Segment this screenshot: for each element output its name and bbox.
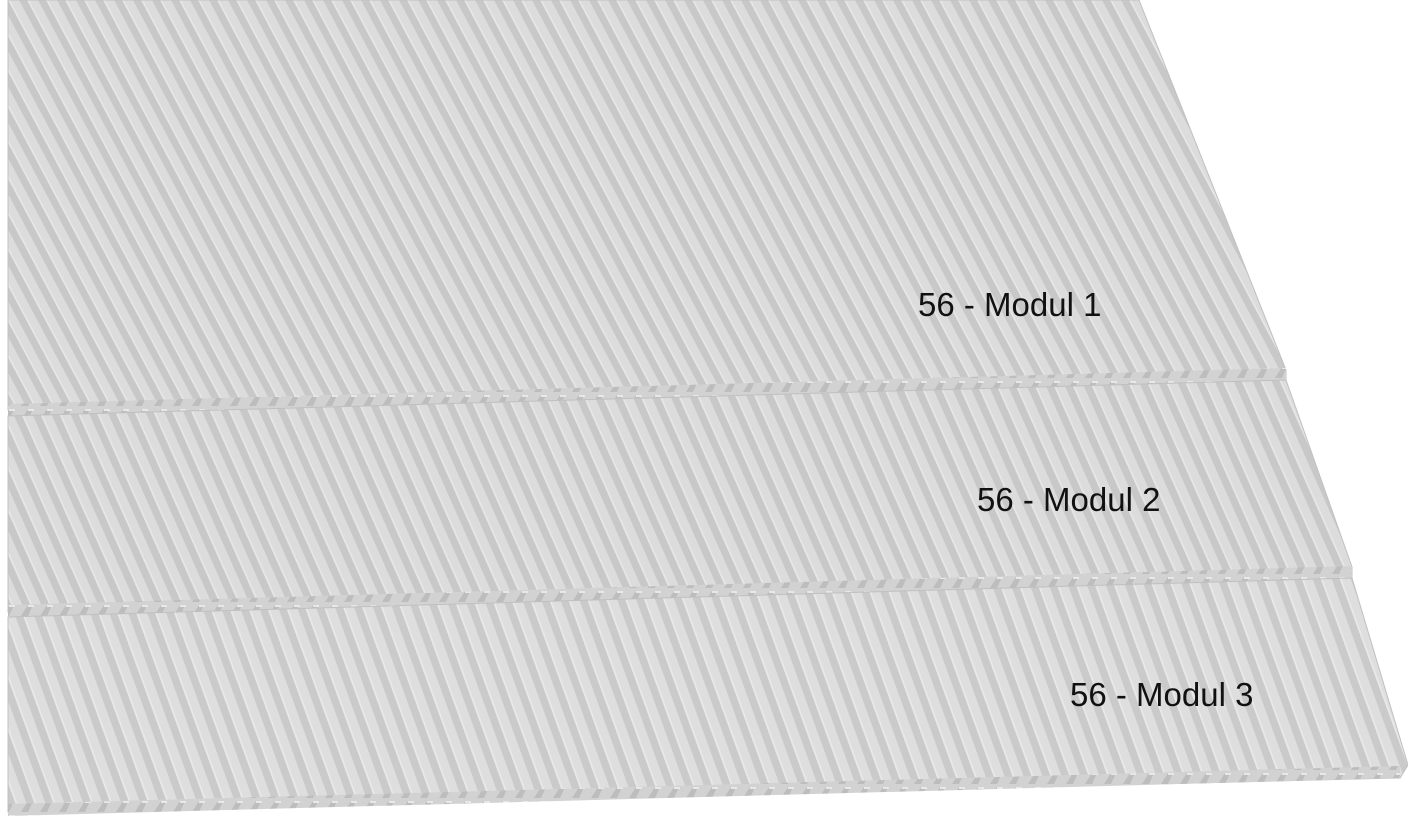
module-2-label: 56 - Modul 2 xyxy=(977,481,1161,518)
panel-module-1 xyxy=(7,0,1287,416)
module-3-label: 56 - Modul 3 xyxy=(1070,676,1254,713)
panel-module-3 xyxy=(7,577,1408,816)
module-1-label: 56 - Modul 1 xyxy=(918,286,1102,323)
panel-module-2 xyxy=(7,379,1353,617)
